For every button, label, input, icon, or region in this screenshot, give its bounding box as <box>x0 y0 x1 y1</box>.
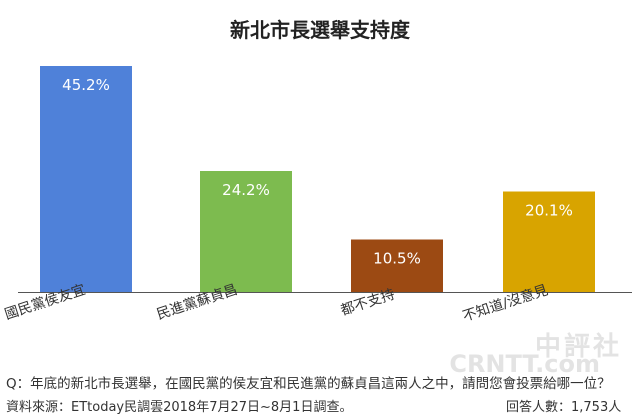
chart-title: 新北市長選舉支持度 <box>230 18 410 42</box>
respondent-count: 回答人數：1,753人 <box>506 400 622 415</box>
watermark: 中評社 <box>534 332 622 362</box>
data-source: 資料來源：ETtoday民調雲2018年7月27日~8月1日調查。 <box>6 400 353 415</box>
bar <box>351 239 443 292</box>
bar <box>200 171 292 292</box>
watermark: CRNTT.com <box>449 350 600 378</box>
bar <box>503 191 595 292</box>
data-label: 20.1% <box>525 202 573 220</box>
data-label: 45.2% <box>62 76 110 94</box>
data-label: 24.2% <box>222 181 270 199</box>
bar <box>40 66 132 292</box>
survey-question: Q：年底的新北市長選舉，在國民黨的侯友宜和民進黨的蘇貞昌這兩人之中，請問您會投票… <box>6 376 611 392</box>
data-label: 10.5% <box>373 250 421 268</box>
